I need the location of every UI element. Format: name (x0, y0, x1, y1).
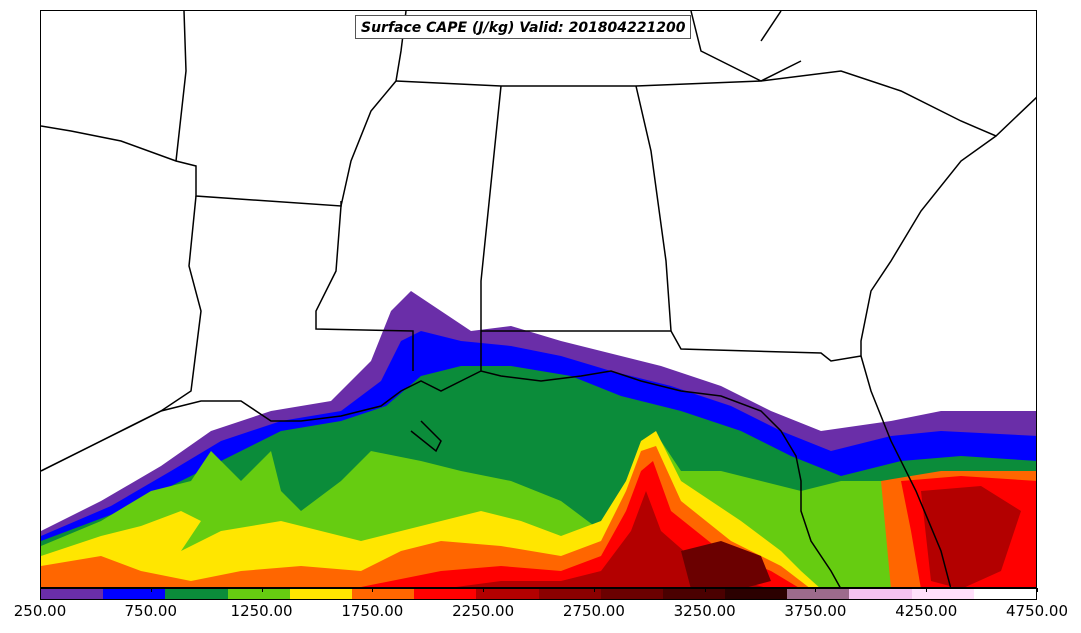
colorbar-tick-label: 3250.00 (673, 602, 736, 620)
colorbar-swatch (41, 589, 104, 599)
colorbar-tick-mark (1037, 588, 1038, 592)
map-title: Surface CAPE (J/kg) Valid: 201804221200 (355, 15, 692, 39)
colorbar-swatch (351, 589, 415, 599)
coastline (41, 370, 841, 587)
map-panel (40, 10, 1037, 588)
colorbar-tick-label: 3750.00 (784, 602, 847, 620)
colorbar-swatch (103, 589, 166, 599)
colorbar-swatch (227, 589, 290, 599)
colorbar-swatch (476, 589, 539, 599)
colorbar-tick-label: 2250.00 (452, 602, 515, 620)
cape-4250-core (681, 541, 771, 587)
colorbar-tick-label: 4750.00 (1005, 602, 1069, 620)
colorbar-swatch (600, 589, 663, 599)
colorbar-swatch (911, 589, 974, 599)
cape-3750-band (456, 486, 1021, 587)
colorbar-swatch (725, 589, 788, 599)
colorbar-tick-mark (815, 588, 817, 592)
colorbar-tick-label: 1250.00 (230, 602, 293, 620)
colorbar-swatch (414, 589, 477, 599)
colorbar-tick-mark (704, 588, 706, 592)
cape-contours (41, 291, 1036, 587)
colorbar-tick-mark (261, 588, 263, 592)
colorbar-tick-label: 750.00 (124, 602, 178, 620)
colorbar-tick-label: 2750.00 (562, 602, 625, 620)
state-boundaries (41, 11, 1036, 587)
colorbar-tick-label: 4250.00 (895, 602, 958, 620)
colorbar-swatch (538, 589, 601, 599)
cape-map (41, 11, 1036, 587)
colorbar-tick-mark (483, 588, 485, 592)
colorbar-tick-mark (926, 588, 928, 592)
colorbar-tick-mark (40, 588, 41, 592)
colorbar-swatch (849, 589, 912, 599)
colorbar-tick-label: 1750.00 (341, 602, 404, 620)
colorbar-swatch (787, 589, 850, 599)
colorbar (40, 588, 1037, 600)
colorbar-swatch (973, 589, 1036, 599)
colorbar-swatch (165, 589, 228, 599)
colorbar-swatch (662, 589, 726, 599)
colorbar-tick-mark (150, 588, 152, 592)
colorbar-tick-mark (372, 588, 374, 592)
colorbar-tick-label: 250.00 (13, 602, 67, 620)
colorbar-swatch (289, 589, 352, 599)
colorbar-tick-mark (593, 588, 595, 592)
